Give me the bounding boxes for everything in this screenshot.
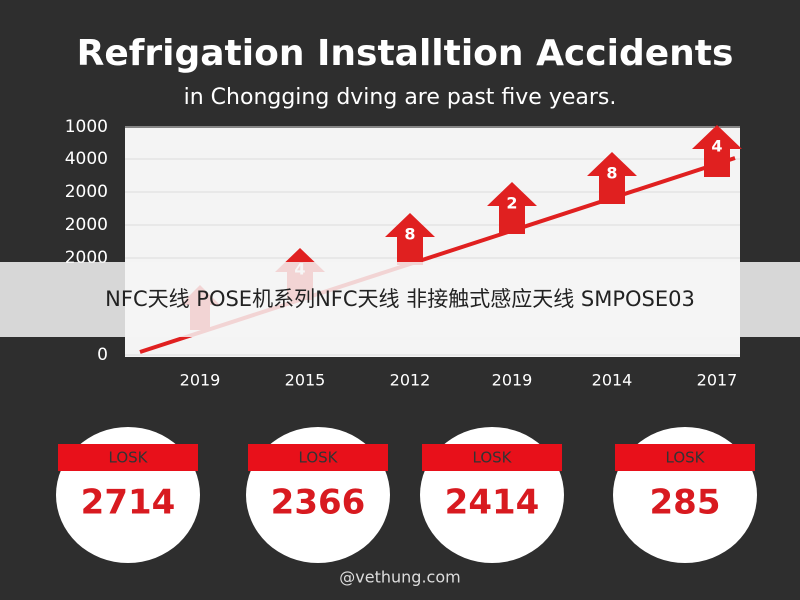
banner-text: NFC天线 POSE机系列NFC天线 非接触式感应天线 SMPOSE03 (105, 287, 695, 311)
x-label: 2014 (592, 371, 633, 390)
y-label: 4000 (65, 149, 108, 169)
card-value: 2414 (445, 483, 540, 523)
arrow-label: 2 (506, 194, 517, 213)
y-label: 0 (97, 345, 108, 365)
arrow-label: 4 (711, 137, 722, 156)
arrow (487, 182, 537, 234)
x-label: 2019 (492, 371, 533, 390)
arrow (587, 152, 637, 204)
grid (125, 126, 740, 356)
arrow-label: 8 (606, 164, 617, 183)
card-label: LOSK (109, 449, 149, 467)
x-label: 2017 (697, 371, 738, 390)
y-label: 1000 (65, 117, 108, 137)
x-label: 2012 (390, 371, 431, 390)
x-label: 2019 (180, 371, 221, 390)
card-value: 2366 (271, 483, 366, 523)
card-value: 2714 (81, 483, 176, 523)
card-label: LOSK (473, 449, 513, 467)
subtitle: in Chongging dving are past five years. (184, 85, 617, 110)
card-header (248, 444, 388, 471)
card-label: LOSK (299, 449, 339, 467)
arrow-label: 8 (404, 225, 415, 244)
card-header (422, 444, 562, 471)
arrow (692, 125, 742, 177)
card-header (58, 444, 198, 471)
x-label: 2015 (285, 371, 326, 390)
y-label: 2000 (65, 182, 108, 202)
banner (0, 262, 800, 337)
watermark: @vethung.com (339, 568, 460, 587)
arrow (385, 213, 435, 265)
card-header (615, 444, 755, 471)
y-label: 2000 (65, 215, 108, 235)
title: Refrigation Installtion Accidents (77, 33, 734, 74)
card-value: 285 (650, 483, 721, 523)
card-label: LOSK (666, 449, 706, 467)
